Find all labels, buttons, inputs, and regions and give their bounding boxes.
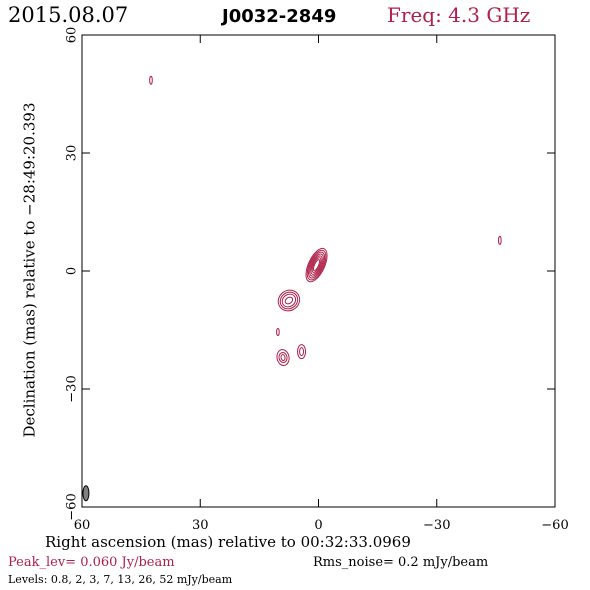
contour-core [310,255,323,275]
frequency-label: Freq: 4.3 GHz [387,3,531,27]
y-tick-label: 0 [65,267,80,275]
contour-core [306,249,327,281]
contour-jet-knot [277,289,301,312]
contour-core [305,247,328,283]
contour-south-knot-a [280,354,286,362]
contour-west-blob [498,235,502,245]
axis-tick-labels: 60 30 0 −30 −60 −60 −30 0 30 60 [65,27,569,533]
contours [149,75,502,366]
y-tick-label: −60 [65,493,80,520]
epoch-date: 2015.08.07 [8,3,129,27]
contour-south-knot-a [276,349,290,366]
peak-level: Peak_lev= 0.060 Jy/beam [8,555,175,570]
axis-ticks [81,34,556,508]
contour-jet-knot [284,296,294,305]
contour-core [312,259,321,272]
contour-core [307,251,326,279]
contour-south-knot-b [299,347,305,357]
beam-ellipse [82,485,90,502]
y-tick-label: 60 [65,27,80,44]
y-tick-label: 30 [65,145,80,162]
contour-small-blob [276,327,280,336]
y-tick-label: −30 [65,375,80,402]
contour-core [311,257,322,273]
contour-jet-knot [279,291,299,310]
x-tick-label: −60 [541,518,568,533]
contour-south-knot-b [297,344,307,360]
contour-levels: Levels: 0.8, 2, 3, 7, 13, 26, 52 mJy/bea… [8,573,233,586]
x-tick-label: 60 [74,518,91,533]
contour-north-blob [149,75,153,85]
x-axis-label: Right ascension (mas) relative to 00:32:… [45,533,411,551]
y-axis-label: Declination (mas) relative to −28:49:20.… [20,102,39,438]
contour-jet-knot [281,293,297,308]
x-tick-label: 30 [192,518,209,533]
x-tick-label: 0 [314,518,322,533]
contour-core [309,253,324,277]
x-tick-label: −30 [423,518,450,533]
rms-noise: Rms_noise= 0.2 mJy/beam [313,555,489,570]
beam [82,485,90,502]
source-name: J0032-2849 [222,6,337,27]
contour-south-knot-a [278,352,288,364]
